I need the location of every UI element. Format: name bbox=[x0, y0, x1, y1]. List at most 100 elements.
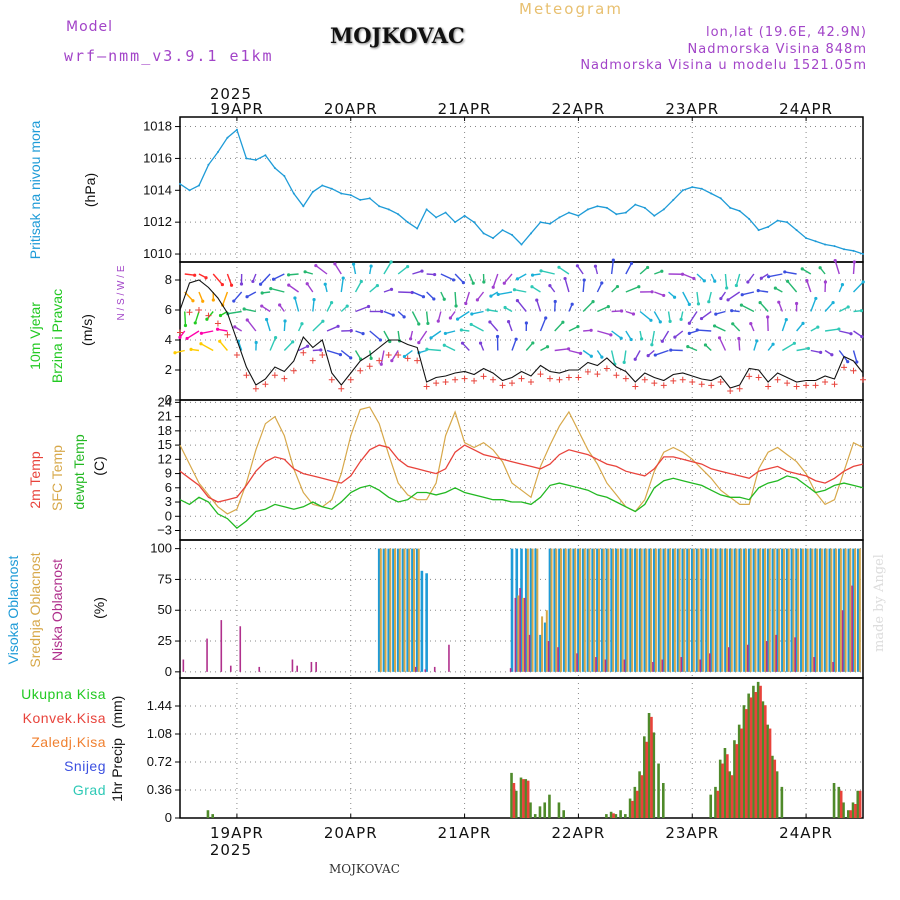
wind-arrow-head bbox=[620, 309, 624, 313]
wind-arrow bbox=[634, 350, 641, 360]
cloud-bar bbox=[733, 548, 737, 672]
precip-bar bbox=[709, 794, 713, 818]
y-tick-label: 75 bbox=[158, 571, 172, 586]
cloud-bar bbox=[520, 548, 523, 672]
lonlat-label: lon,lat (19.6E, 42.9N) bbox=[706, 25, 867, 40]
y-tick-label: 15 bbox=[158, 437, 172, 452]
cloud-bar bbox=[800, 548, 803, 672]
wind-arrow bbox=[397, 330, 401, 342]
wind-gust-marker bbox=[774, 376, 781, 383]
cloud-bar bbox=[844, 548, 847, 672]
wind-arrow-head bbox=[459, 328, 463, 332]
cloud-bar bbox=[683, 548, 686, 672]
pressure-point bbox=[691, 186, 694, 189]
wind-arrow-head bbox=[849, 332, 853, 336]
wind-arrow-head bbox=[482, 280, 486, 284]
cloud-bar bbox=[621, 548, 624, 672]
wind-gust-marker bbox=[660, 382, 667, 389]
cloud-bar bbox=[814, 548, 817, 672]
pressure-point bbox=[795, 229, 798, 232]
wind-arrow-head bbox=[673, 335, 677, 339]
wind-arrow-head bbox=[846, 360, 850, 364]
wind-gust-marker bbox=[603, 365, 610, 372]
precip-bar bbox=[631, 800, 634, 818]
wind-arrow bbox=[468, 273, 474, 284]
precip-bar bbox=[763, 705, 767, 818]
wind-arrow bbox=[511, 338, 517, 351]
wind-arrow-head bbox=[391, 313, 395, 317]
wind-arrow bbox=[269, 337, 277, 351]
cloud-bar bbox=[667, 548, 670, 672]
wind-arrow-head bbox=[593, 264, 598, 268]
precip-bar bbox=[737, 724, 741, 818]
cloud-bar bbox=[773, 548, 776, 672]
y-tick-label: 25 bbox=[158, 633, 172, 648]
wind-arrow bbox=[610, 350, 616, 365]
page-title: MOJKOVAC bbox=[330, 23, 465, 48]
wind-arrow-head bbox=[515, 277, 520, 281]
wind-arrow bbox=[425, 311, 429, 324]
wind-arrow-head bbox=[265, 317, 269, 322]
wind-arrow bbox=[283, 341, 294, 351]
wind-arrow bbox=[476, 291, 485, 301]
cloud-bar bbox=[629, 548, 632, 672]
wind-arrow-head bbox=[433, 272, 437, 277]
wind-arrow-head bbox=[351, 262, 356, 266]
pressure-point bbox=[454, 221, 457, 224]
cloud-bar bbox=[560, 548, 563, 672]
pressure-point bbox=[501, 229, 504, 232]
cloud-bar bbox=[420, 570, 424, 672]
cloud-bar bbox=[858, 548, 861, 672]
cloud-unit-label: (%) bbox=[91, 597, 107, 619]
wind-arrow-head bbox=[361, 332, 365, 336]
wind-arrow-head bbox=[379, 362, 383, 366]
wind-arrow bbox=[724, 273, 728, 289]
wind-arrow-head bbox=[514, 337, 518, 341]
wind-arrow bbox=[784, 271, 797, 275]
cloud-bar bbox=[524, 597, 526, 672]
wind-arrow bbox=[596, 282, 603, 293]
wind-arrow bbox=[568, 325, 579, 332]
wind-arrow-head bbox=[312, 297, 316, 302]
cloud-bar bbox=[588, 548, 591, 672]
cloud-bar bbox=[524, 548, 528, 672]
cloud-bar bbox=[526, 548, 529, 672]
cloud-bar bbox=[377, 548, 381, 672]
cloud-bar bbox=[762, 548, 765, 672]
pressure-point bbox=[615, 213, 618, 216]
wind-arrow-head bbox=[269, 287, 273, 291]
cloud-bar bbox=[811, 548, 814, 672]
cloud-bar bbox=[782, 548, 785, 672]
wind-arrow-head bbox=[734, 283, 738, 288]
wind-arrow bbox=[597, 305, 609, 313]
wind-arrow-head bbox=[489, 294, 493, 298]
y-tick-label: 1012 bbox=[143, 214, 172, 229]
wind-arrow-head bbox=[251, 279, 255, 284]
x-bottom-date-label: 22APR bbox=[552, 824, 606, 842]
wind-gust-marker bbox=[461, 375, 468, 382]
cloud-bar bbox=[792, 548, 795, 672]
cloud-bar bbox=[778, 548, 781, 672]
cloud-bar bbox=[643, 548, 647, 672]
wind-arrow-head bbox=[563, 276, 567, 281]
wind-arrow bbox=[194, 311, 200, 324]
cloud-bar bbox=[417, 548, 420, 672]
wind-gust-marker bbox=[784, 380, 791, 387]
precip-bar bbox=[735, 744, 739, 818]
pressure-point bbox=[672, 198, 675, 201]
cloud-bar bbox=[714, 548, 718, 672]
wind-arrow-head bbox=[333, 262, 337, 266]
temp-unit-label: (C) bbox=[91, 456, 107, 475]
pressure-point bbox=[681, 189, 684, 192]
wind-arrow bbox=[383, 310, 394, 316]
pressure-point bbox=[273, 166, 276, 169]
cloud-bar bbox=[652, 661, 654, 672]
cloud-bar bbox=[794, 637, 796, 672]
wind-gust-marker bbox=[357, 367, 364, 374]
cloud-bar bbox=[648, 548, 651, 672]
wind-arrow bbox=[806, 280, 812, 293]
wind-arrow-head bbox=[629, 261, 634, 266]
wind-arrow-head bbox=[713, 279, 717, 283]
wind-arrow bbox=[661, 330, 670, 342]
wind-arrow bbox=[355, 305, 369, 313]
